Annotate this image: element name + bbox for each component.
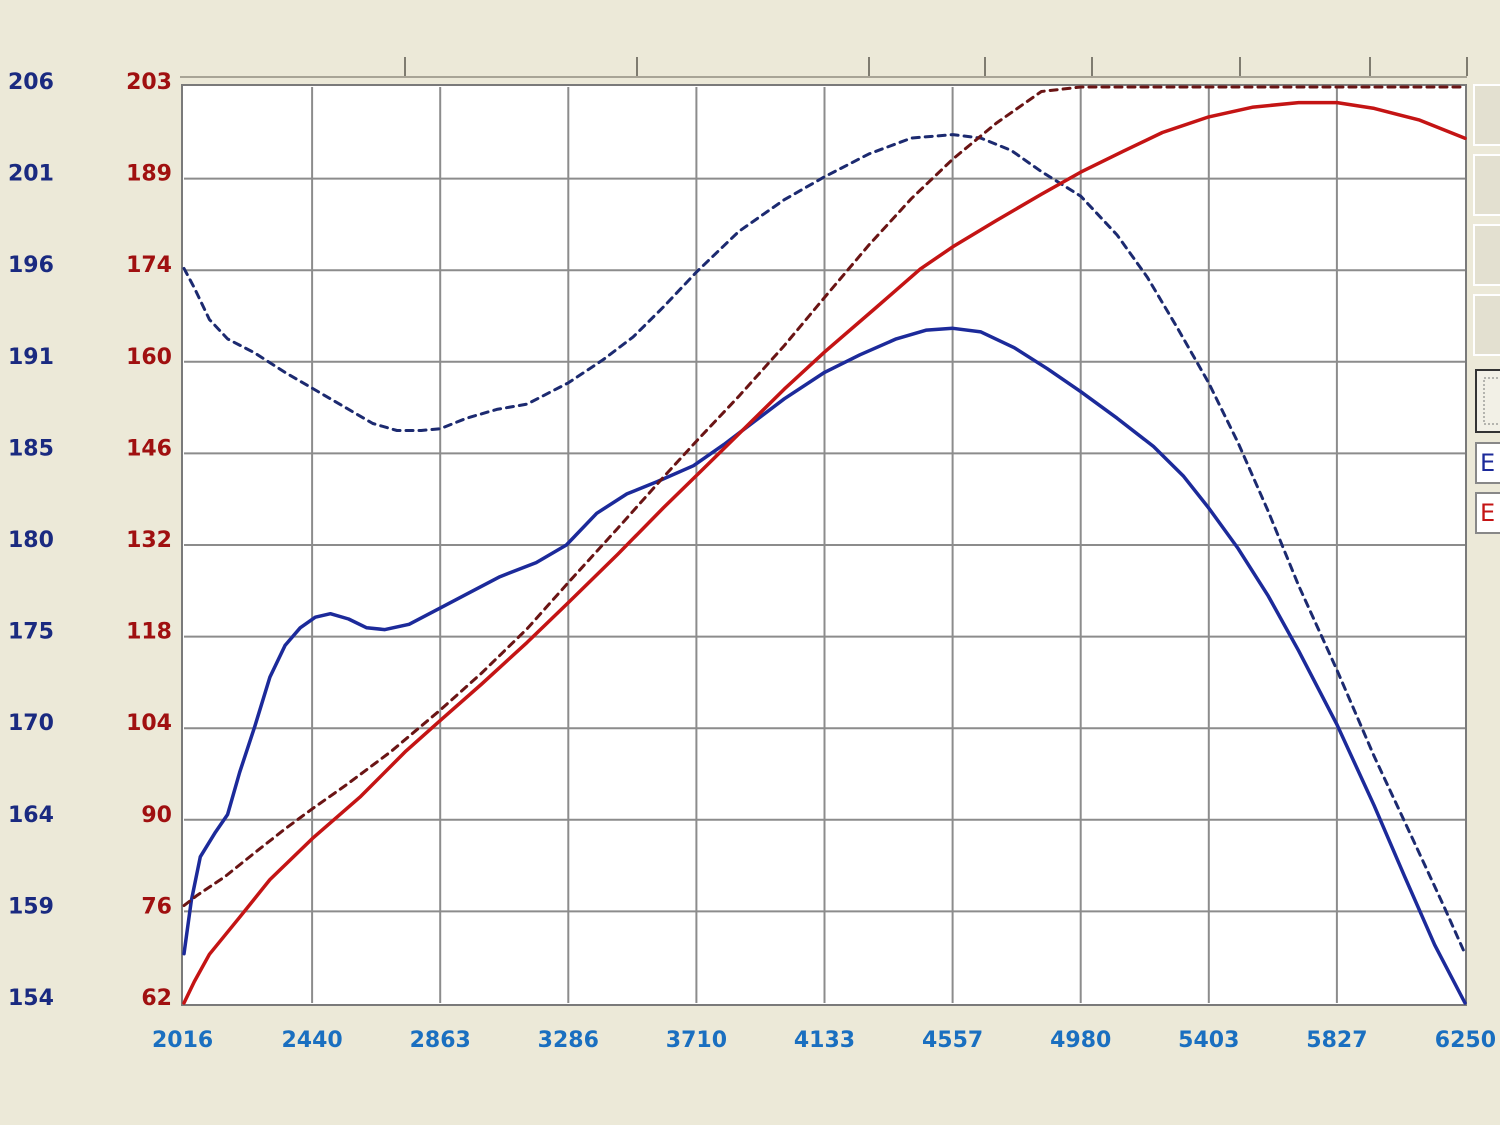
series-line-4 bbox=[182, 85, 1467, 908]
legend-entry: E bbox=[1480, 449, 1495, 477]
x-tick: 3710 bbox=[666, 1028, 727, 1053]
series-line-2 bbox=[182, 133, 1467, 956]
panel-button-3[interactable] bbox=[1473, 224, 1500, 286]
panel-button-4[interactable] bbox=[1473, 294, 1500, 356]
x-tick: 2016 bbox=[152, 1028, 213, 1053]
y-tick-outer: 191 bbox=[8, 345, 54, 370]
top-header-strip bbox=[180, 55, 1468, 78]
y-tick-inner: 118 bbox=[126, 620, 172, 645]
x-tick: 2440 bbox=[281, 1028, 342, 1053]
y-tick-outer: 159 bbox=[8, 894, 54, 919]
y-tick-inner: 104 bbox=[126, 711, 172, 736]
legend-box bbox=[1475, 492, 1500, 534]
x-axis-ticks: 2016 2440 2863 3286 3710 4133 4557 4980 5403 5827… bbox=[152, 1028, 1496, 1053]
y-tick-inner: 174 bbox=[126, 253, 172, 278]
y-tick-outer: 201 bbox=[8, 162, 54, 187]
y-tick-inner: 203 bbox=[126, 70, 172, 95]
y-axis-outer-ticks: 206 201 196 191 185 180 175 170 164 159 154 bbox=[8, 70, 54, 1011]
y-tick-outer: 175 bbox=[8, 620, 54, 645]
series-line-1 bbox=[182, 326, 1467, 1005]
legend: EE bbox=[1475, 442, 1500, 534]
y-axis-inner-ticks: 203 189 174 160 146 132 118 104 90 76 62 bbox=[126, 70, 172, 1011]
x-tick: 3286 bbox=[538, 1028, 599, 1053]
x-tick: 4133 bbox=[794, 1028, 855, 1053]
x-tick: 4557 bbox=[922, 1028, 983, 1053]
y-tick-inner: 62 bbox=[141, 986, 172, 1011]
grid-lines bbox=[184, 87, 1465, 1003]
y-tick-outer: 206 bbox=[8, 70, 54, 95]
y-tick-inner: 90 bbox=[141, 803, 172, 828]
y-tick-outer: 154 bbox=[8, 986, 54, 1011]
series-line-3 bbox=[182, 100, 1467, 1005]
y-tick-inner: 76 bbox=[141, 894, 172, 919]
y-tick-outer: 185 bbox=[8, 436, 54, 461]
panel-button-selected[interactable] bbox=[1475, 369, 1500, 433]
y-tick-outer: 164 bbox=[8, 803, 54, 828]
series-layer bbox=[182, 85, 1467, 1005]
x-tick: 5403 bbox=[1178, 1028, 1239, 1053]
y-tick-inner: 132 bbox=[126, 528, 172, 553]
x-tick: 6250 bbox=[1435, 1028, 1496, 1053]
x-tick: 4980 bbox=[1050, 1028, 1111, 1053]
right-control-panel: EE bbox=[1473, 84, 1500, 534]
y-tick-inner: 160 bbox=[126, 345, 172, 370]
y-tick-outer: 196 bbox=[8, 253, 54, 278]
y-tick-inner: 146 bbox=[126, 436, 172, 461]
y-tick-inner: 189 bbox=[126, 162, 172, 187]
y-tick-outer: 180 bbox=[8, 528, 54, 553]
x-tick: 5827 bbox=[1306, 1028, 1367, 1053]
panel-button-1[interactable] bbox=[1473, 84, 1500, 146]
panel-button-2[interactable] bbox=[1473, 154, 1500, 216]
legend-box bbox=[1475, 442, 1500, 484]
y-tick-outer: 170 bbox=[8, 711, 54, 736]
legend-entry: E bbox=[1480, 499, 1495, 527]
x-tick: 2863 bbox=[410, 1028, 471, 1053]
